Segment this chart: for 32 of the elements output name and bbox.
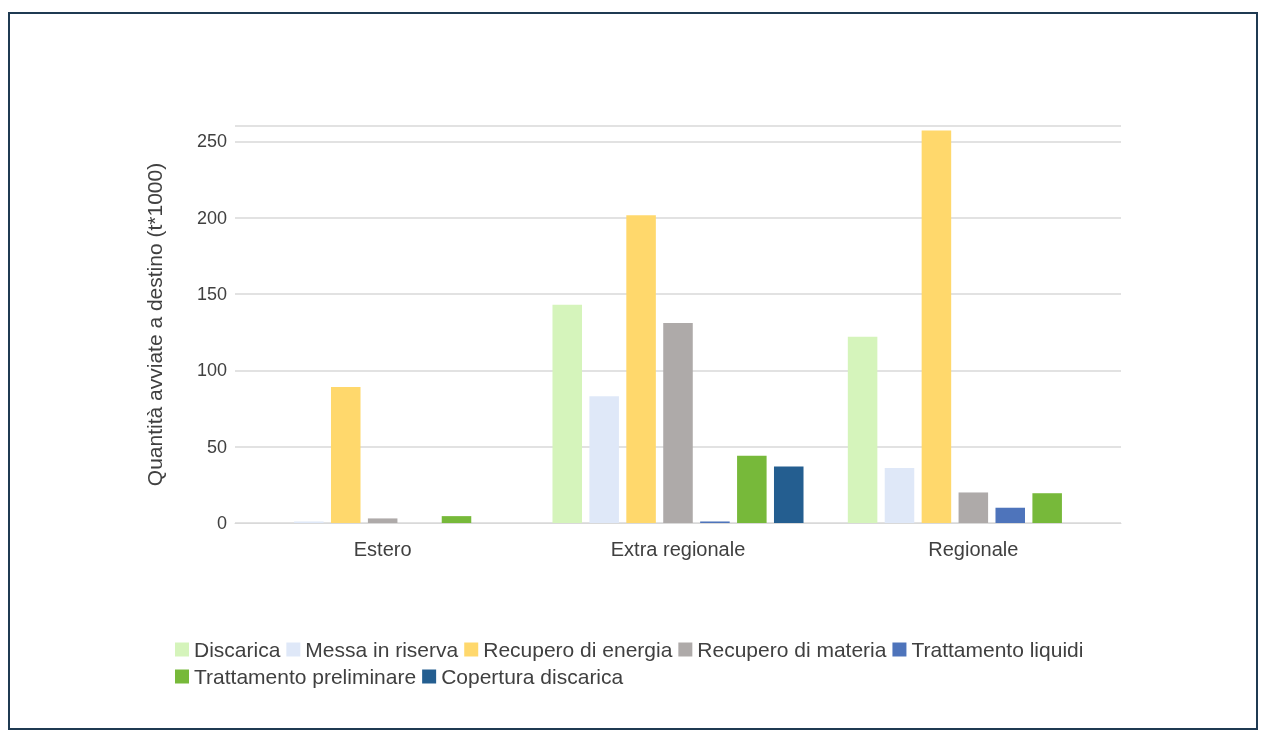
bar [589, 396, 619, 523]
x-tick-label: Extra regionale [610, 538, 746, 560]
x-tick-label: Estero [353, 538, 412, 560]
y-tick-label: 150 [196, 283, 227, 304]
legend-label: Copertura discarica [441, 665, 624, 688]
bar [552, 304, 583, 523]
y-tick-label: 0 [216, 513, 227, 533]
bar [626, 215, 656, 523]
y-tick-label: 250 [196, 131, 227, 152]
y-tick-label: 100 [196, 360, 227, 381]
x-tick-label: Regionale [928, 538, 1019, 560]
legend-label: Recupero di energia [483, 638, 673, 661]
bar [441, 516, 472, 523]
bar [773, 466, 804, 523]
bar [1032, 493, 1062, 523]
legend-label: Discarica [194, 638, 281, 661]
bar [884, 468, 915, 523]
legend-label: Recupero di materia [697, 638, 887, 661]
legend-label: Trattamento preliminare [194, 665, 417, 688]
y-axis-title: Quantità avviate a destino (t*1000) [143, 162, 166, 487]
legend-label: Messa in riserva [305, 638, 459, 661]
y-tick-label: 200 [196, 207, 227, 228]
bar [737, 455, 767, 523]
bar [995, 507, 1026, 523]
bar [330, 387, 361, 523]
bar [663, 322, 693, 523]
bar [367, 518, 398, 523]
bar [847, 336, 878, 523]
bar [921, 130, 952, 523]
bar [958, 492, 989, 523]
legend-label: Trattamento liquidi [911, 638, 1084, 661]
y-tick-label: 50 [206, 436, 227, 457]
